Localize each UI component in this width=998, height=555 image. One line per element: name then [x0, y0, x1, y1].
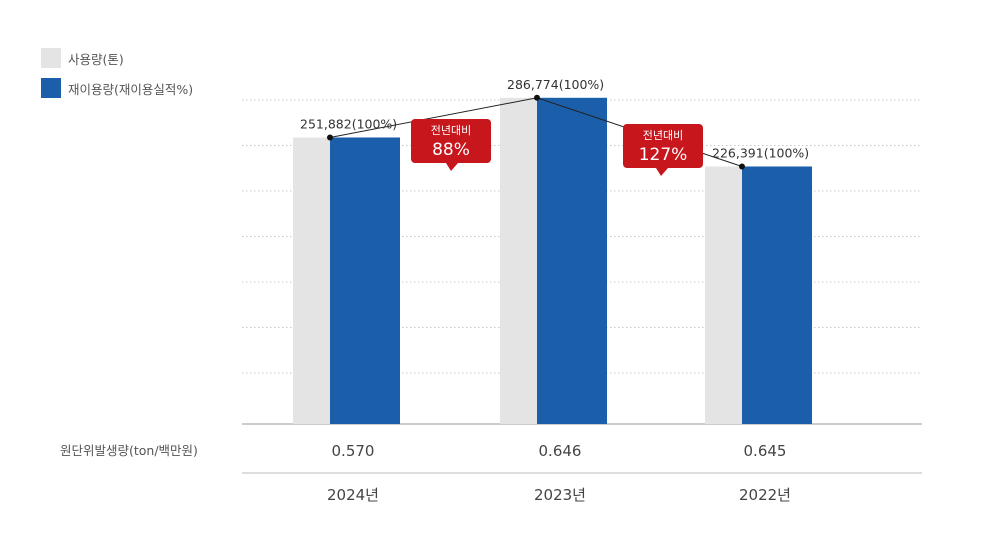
bar-reuse	[537, 97, 607, 424]
callout-pointer	[656, 168, 668, 176]
trend-point	[739, 163, 745, 170]
legend-label-reuse: 재이용량(재이용실적%)	[68, 81, 194, 97]
bar-value-label: 286,774(100%)	[507, 77, 604, 92]
callout-title: 전년대비	[431, 124, 471, 137]
bar-usage	[500, 97, 537, 424]
legend-item-reuse: 재이용량(재이용실적%)	[41, 78, 193, 98]
intensity-value: 0.646	[539, 442, 582, 460]
callout-value: 127%	[639, 145, 688, 165]
intensity-row-label: 원단위발생량(ton/백만원)	[60, 443, 198, 458]
bar-reuse	[330, 137, 400, 424]
callout-title: 전년대비	[643, 129, 683, 142]
bar-usage	[705, 166, 742, 425]
x-tick-label: 2024년	[327, 486, 379, 504]
callout-yoy: 전년대비 88%	[411, 119, 491, 171]
legend-label-usage: 사용량(톤)	[68, 51, 124, 67]
bars	[293, 97, 812, 425]
legend-swatch-reuse	[41, 78, 61, 98]
x-tick-label: 2023년	[534, 486, 586, 504]
bar-reuse	[742, 166, 812, 425]
callouts: 전년대비 88% 전년대비 127%	[411, 119, 703, 176]
callout-yoy: 전년대비 127%	[623, 124, 703, 176]
legend-item-usage: 사용량(톤)	[41, 48, 124, 68]
x-tick-label: 2022년	[739, 486, 791, 504]
bar-labels: 251,882(100%) 286,774(100%) 226,391(100%)	[300, 77, 809, 161]
callout-value: 88%	[432, 140, 470, 160]
trend-point	[327, 134, 333, 141]
bar-value-label: 251,882(100%)	[300, 116, 397, 131]
callout-box	[411, 119, 491, 163]
intensity-value: 0.570	[332, 442, 375, 460]
legend-swatch-usage	[41, 48, 61, 68]
callout-box	[623, 124, 703, 168]
intensity-value: 0.645	[744, 442, 787, 460]
bar-usage	[293, 137, 330, 424]
trend-point	[534, 94, 540, 101]
intensity-table: 0.570 0.646 0.645 2024년 2023년 2022년	[242, 442, 922, 504]
bar-value-label: 226,391(100%)	[712, 145, 809, 160]
callout-pointer	[446, 163, 458, 171]
